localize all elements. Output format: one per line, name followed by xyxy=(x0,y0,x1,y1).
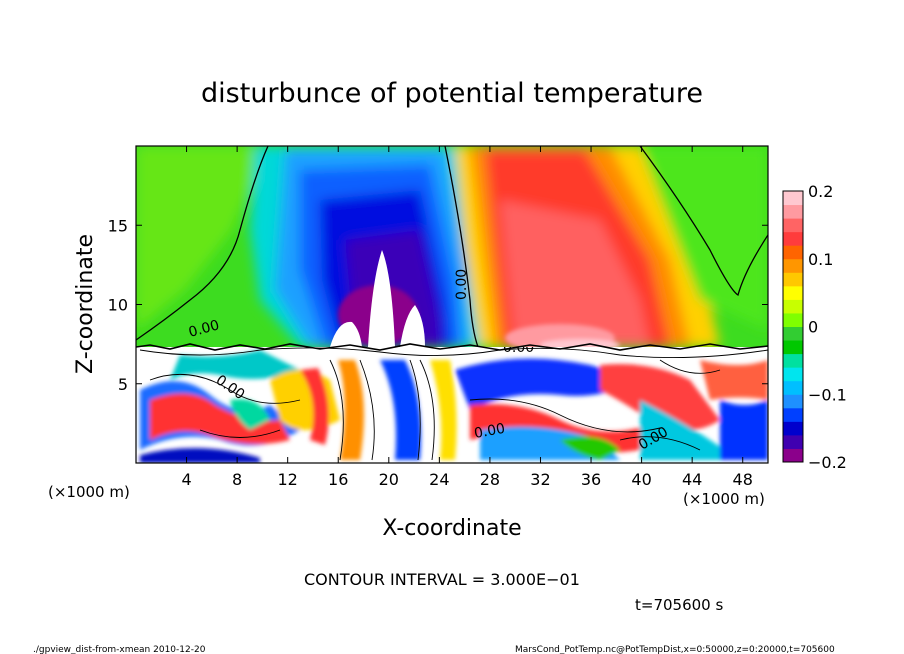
colorbar-swatch xyxy=(783,407,803,422)
x-tick-label: 36 xyxy=(581,470,601,489)
colorbar-swatch xyxy=(783,421,803,436)
x-axis-title: X-coordinate xyxy=(382,516,521,541)
colorbar-swatch xyxy=(783,258,803,273)
colorbar-swatch xyxy=(783,191,803,206)
x-tick-label: 48 xyxy=(733,470,753,489)
colorbar-swatch xyxy=(783,285,803,300)
colorbar-tick-label: −0.1 xyxy=(808,385,847,404)
x-tick-label: 40 xyxy=(631,470,651,489)
colorbar-swatch xyxy=(783,394,803,409)
contour-label: 0.00 xyxy=(503,340,534,356)
x-tick-label: 44 xyxy=(682,470,702,489)
x-tick-label: 16 xyxy=(328,470,348,489)
colorbar-swatch xyxy=(783,353,803,368)
y-axis-title: Z-coordinate xyxy=(73,234,98,374)
x-axis: 4 8 12 16 20 24 28 32 36 40 44 48 xyxy=(181,146,753,489)
colorbar-tick-label: 0 xyxy=(808,318,818,337)
upper-field: 0.00 0.00 xyxy=(136,146,768,347)
footer-right: MarsCond_PotTemp.nc@PotTempDist,x=0:5000… xyxy=(515,645,835,654)
x-tick-label: 8 xyxy=(232,470,242,489)
y-tick-label: 5 xyxy=(118,375,128,394)
x-unit-right: (×1000 m) xyxy=(683,490,765,508)
lower-field: 0.00 0.00 0.00 0.00 xyxy=(136,340,768,463)
y-tick-label: 10 xyxy=(108,296,128,315)
contour-label: 0.00 xyxy=(454,269,470,300)
colorbar-frame xyxy=(782,190,804,463)
x-tick-label: 20 xyxy=(379,470,399,489)
x-tick-label: 12 xyxy=(278,470,298,489)
contour-label: 0.00 xyxy=(473,421,506,442)
colorbar-swatch xyxy=(783,380,803,395)
x-tick-label: 24 xyxy=(429,470,449,489)
y-tick-label: 15 xyxy=(108,216,128,235)
colorbar-tick-label: 0.1 xyxy=(808,250,833,269)
colorbar-swatch xyxy=(783,218,803,233)
colorbar-swatch xyxy=(783,312,803,327)
colorbar-swatch xyxy=(783,272,803,287)
contour-label: 0.00 xyxy=(187,317,221,341)
x-unit-left: (×1000 m) xyxy=(48,483,130,501)
colorbar xyxy=(783,191,803,463)
colorbar-swatch xyxy=(783,434,803,449)
colorbar-tick-label: 0.2 xyxy=(808,182,833,201)
x-tick-label: 32 xyxy=(530,470,550,489)
plot-area: 0.00 0.00 xyxy=(108,145,769,489)
x-tick-label: 28 xyxy=(480,470,500,489)
colorbar-tick-label: −0.2 xyxy=(808,453,847,472)
colorbar-swatch xyxy=(783,367,803,382)
colorbar-swatch xyxy=(783,299,803,314)
colorbar-swatch xyxy=(783,448,803,463)
chart-title: disturbunce of potential temperature xyxy=(201,78,703,109)
time-text: t=705600 s xyxy=(635,596,723,614)
y-axis: 5 10 15 xyxy=(108,216,768,394)
colorbar-swatch xyxy=(783,231,803,246)
contour-interval-text: CONTOUR INTERVAL = 3.000E−01 xyxy=(304,570,580,589)
x-tick-label: 4 xyxy=(181,470,191,489)
colorbar-swatch xyxy=(783,326,803,341)
colorbar-labels: 0.2 0.1 0 −0.1 −0.2 xyxy=(808,182,847,472)
colorbar-swatch xyxy=(783,245,803,260)
colorbar-swatch xyxy=(783,204,803,219)
footer-left: ./gpview_dist-from-xmean 2010-12-20 xyxy=(33,645,206,654)
colorbar-swatch xyxy=(783,340,803,355)
